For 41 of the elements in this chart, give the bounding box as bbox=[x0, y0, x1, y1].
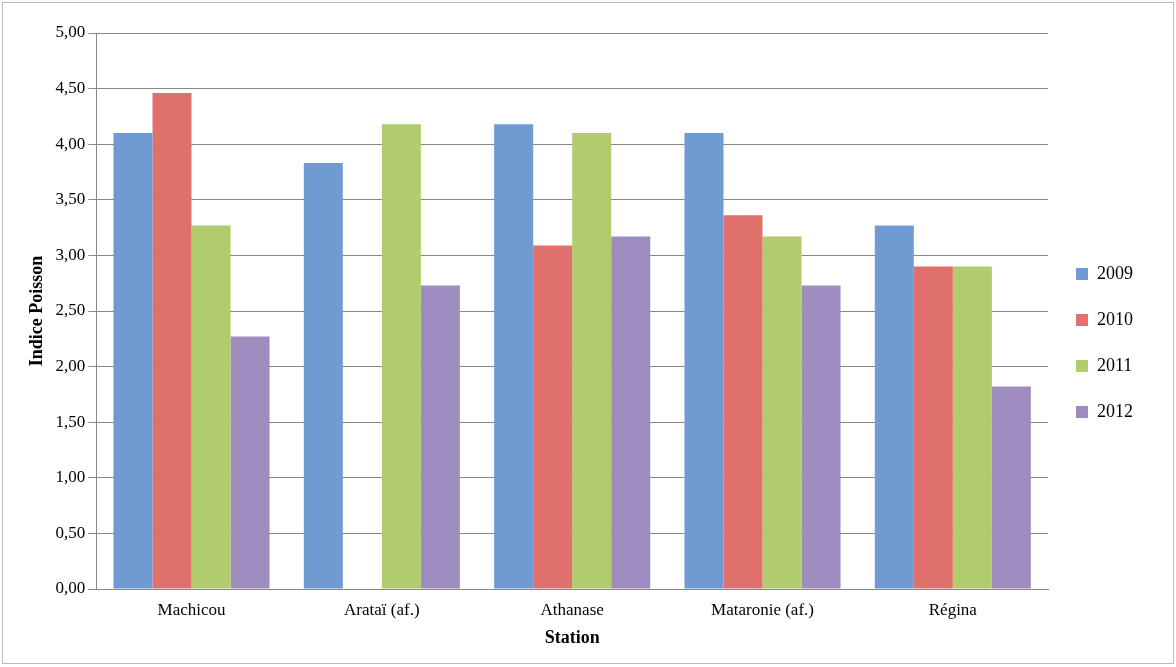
bar bbox=[723, 215, 763, 589]
bar bbox=[152, 93, 192, 589]
bar bbox=[191, 225, 231, 589]
y-tick-label: 0,50 bbox=[55, 522, 86, 542]
legend-label: 2011 bbox=[1097, 354, 1133, 375]
bar bbox=[611, 236, 651, 589]
bar bbox=[381, 124, 421, 589]
y-tick-label: 2,00 bbox=[55, 356, 86, 376]
bar bbox=[420, 285, 460, 589]
legend-label: 2010 bbox=[1097, 308, 1133, 329]
legend-label: 2009 bbox=[1097, 262, 1133, 283]
y-tick-label: 0,00 bbox=[55, 578, 86, 598]
y-tick-label: 3,00 bbox=[55, 244, 86, 264]
y-tick-label: 1,00 bbox=[55, 467, 86, 487]
y-tick-label: 2,50 bbox=[55, 300, 86, 320]
bar bbox=[533, 245, 573, 589]
x-tick-label: Régina bbox=[928, 599, 978, 619]
x-tick-label: Mataronie (af.) bbox=[711, 599, 814, 619]
bar bbox=[952, 266, 992, 589]
bar bbox=[991, 386, 1031, 589]
x-axis-title: Station bbox=[544, 626, 600, 647]
bar bbox=[494, 124, 534, 589]
y-axis-title: Indice Poisson bbox=[26, 255, 47, 367]
bar bbox=[762, 236, 802, 589]
y-tick-label: 1,50 bbox=[55, 411, 86, 431]
y-tick-label: 3,50 bbox=[55, 189, 86, 209]
bar bbox=[303, 163, 343, 589]
x-tick-label: Machicou bbox=[157, 599, 226, 619]
bar bbox=[684, 133, 724, 589]
bar bbox=[874, 225, 914, 589]
x-tick-label: Athanase bbox=[540, 599, 604, 619]
x-tick-label: Arataï (af.) bbox=[344, 599, 420, 619]
bar bbox=[572, 133, 612, 589]
bar bbox=[230, 336, 270, 589]
y-tick-label: 4,00 bbox=[55, 133, 86, 153]
legend-label: 2012 bbox=[1097, 400, 1133, 421]
bar bbox=[113, 133, 153, 589]
bar bbox=[801, 285, 841, 589]
bar bbox=[913, 266, 953, 589]
y-tick-label: 5,00 bbox=[55, 22, 86, 42]
y-tick-label: 4,50 bbox=[55, 78, 86, 98]
